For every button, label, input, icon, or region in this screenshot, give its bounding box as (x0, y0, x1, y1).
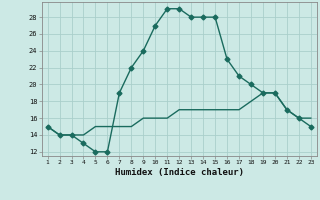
X-axis label: Humidex (Indice chaleur): Humidex (Indice chaleur) (115, 168, 244, 177)
